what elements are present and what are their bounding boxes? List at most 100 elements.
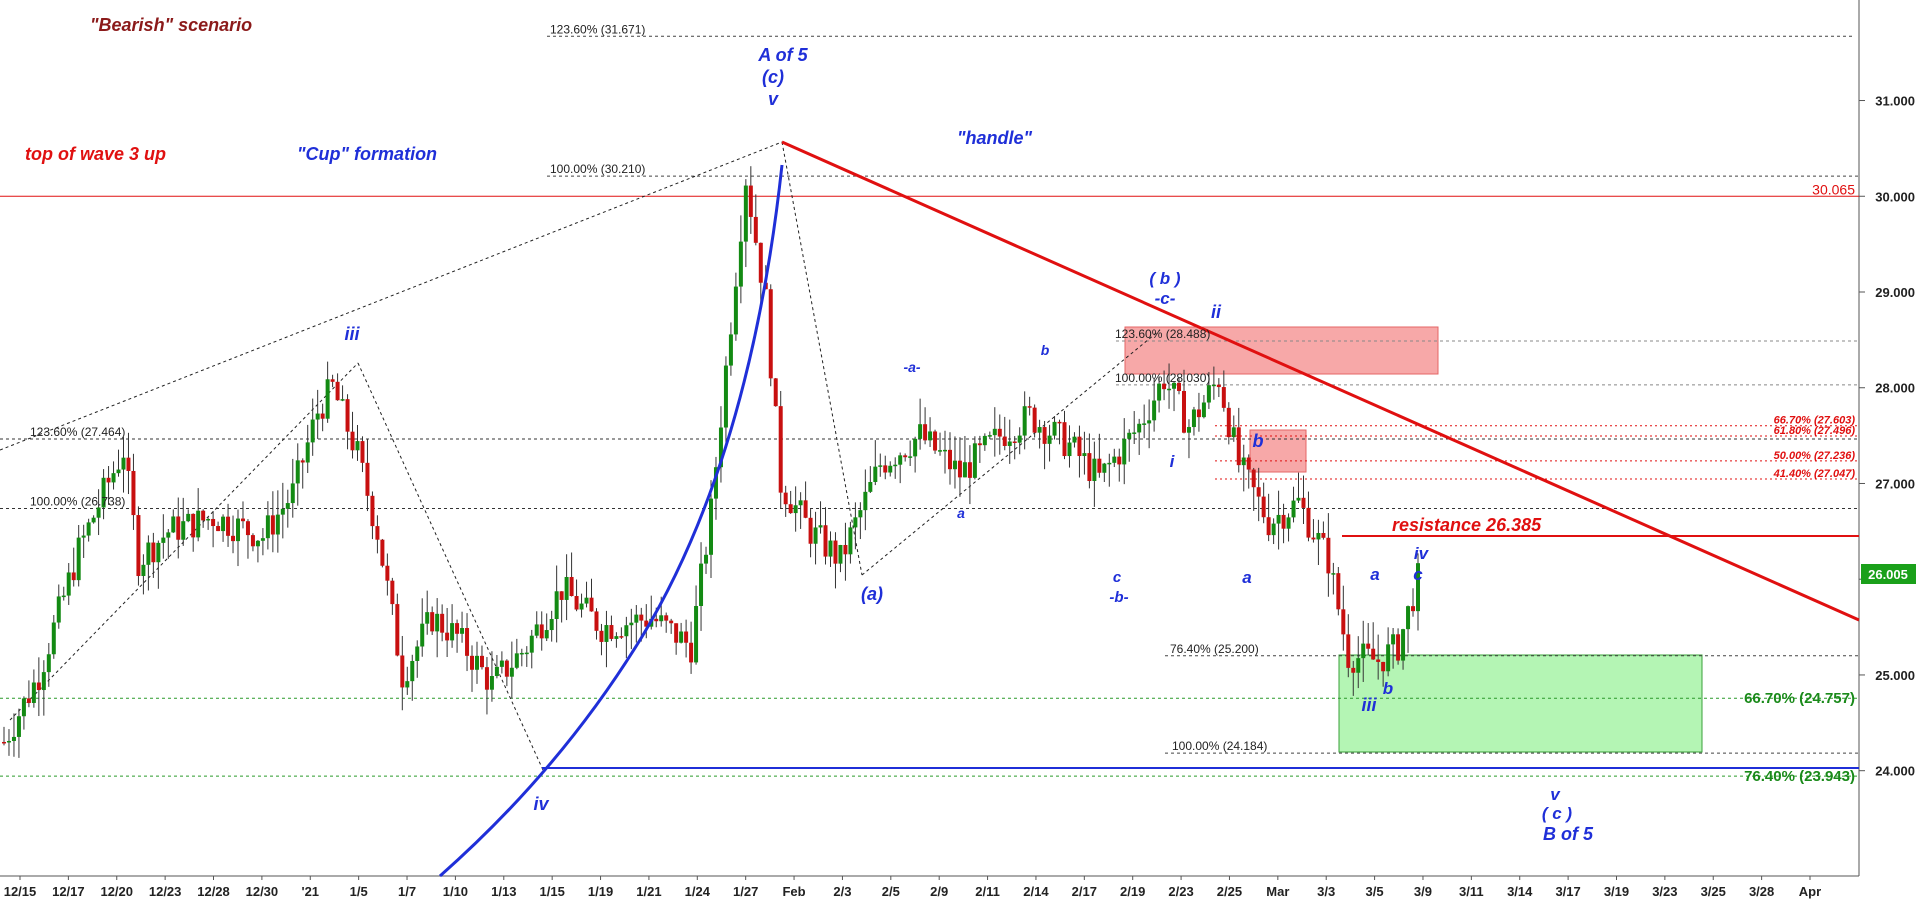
candle-body: [1396, 634, 1401, 661]
date-tick-label: 12/17: [52, 884, 85, 899]
candle-body: [1206, 385, 1211, 403]
last-price-tag: [1861, 564, 1916, 584]
candle-body: [335, 381, 340, 401]
candle-body: [435, 613, 440, 632]
candle-body: [923, 424, 928, 441]
a-of-5-line1: A of 5: [757, 45, 808, 65]
date-tick-label: 1/27: [733, 884, 758, 899]
date-tick-label: 2/11: [975, 884, 1000, 899]
wave-minus-b-label: -b-: [1109, 589, 1128, 606]
candle-body: [1201, 402, 1206, 418]
candle-body: [549, 618, 554, 631]
horizontal-levels: 30.065: [0, 35, 1859, 777]
candle-body: [1371, 648, 1376, 660]
candle-body: [226, 516, 231, 536]
candle-body: [1042, 427, 1047, 444]
candle-body: [504, 660, 509, 677]
candle-body: [196, 510, 201, 538]
wave-paren-a-label: (a): [861, 584, 883, 604]
candle-body: [957, 460, 962, 478]
candle-body: [893, 464, 898, 467]
fib-level-label: 100.00% (24.184): [1172, 739, 1267, 753]
chart-title: "Bearish" scenario: [90, 15, 252, 35]
date-tick-label: '21: [301, 884, 319, 899]
candle-body: [977, 443, 982, 446]
candle-body: [599, 630, 604, 642]
candle-body: [16, 716, 21, 737]
date-tick-label: 2/17: [1072, 884, 1097, 899]
candle-body: [733, 286, 738, 335]
candle-body: [41, 672, 46, 691]
b-of-5-line3: B of 5: [1543, 824, 1594, 844]
trend-dotted-4: [781, 141, 863, 576]
candle-body: [470, 655, 475, 670]
candle-body: [66, 572, 71, 596]
candle-body: [166, 532, 171, 538]
candle-body: [928, 431, 933, 441]
fib-labels: 66.70% (27.603)61.80% (27.496) 50.00% (27…: [30, 22, 1859, 785]
candle-body: [370, 495, 375, 527]
candle-body: [888, 465, 893, 473]
candle-body: [569, 576, 574, 597]
support-target-zone: [1338, 654, 1703, 753]
candle-body: [723, 365, 728, 428]
candle-body: [410, 660, 415, 682]
date-tick-label: 2/14: [1023, 884, 1049, 899]
candle-body: [818, 525, 823, 528]
resistance-label: resistance 26.385: [1392, 515, 1542, 535]
date-tick-label: 2/9: [930, 884, 948, 899]
candle-body: [380, 539, 385, 566]
price-tick-label: 28.000: [1875, 381, 1915, 396]
candle-body: [1191, 409, 1196, 428]
candle-body: [1416, 563, 1420, 612]
price-candles: [2, 166, 1420, 758]
candle-body: [1167, 388, 1172, 391]
candle-body: [768, 289, 773, 379]
candle-body: [694, 605, 699, 663]
trend-dotted-2: [9, 362, 359, 721]
candle-body: [918, 424, 923, 439]
candle-body: [823, 525, 828, 557]
candle-body: [639, 614, 644, 621]
candle-body: [450, 623, 455, 641]
candle-body: [1032, 407, 1037, 433]
candle-body: [1336, 573, 1341, 610]
candle-body: [1102, 463, 1107, 473]
candle-body: [858, 510, 863, 518]
wave-i-label: i: [1170, 452, 1176, 471]
fib-projection-lines: [0, 141, 1161, 771]
candle-body: [275, 514, 280, 535]
candle-body: [151, 542, 156, 563]
candle-body: [1391, 634, 1396, 645]
candle-body: [773, 378, 778, 407]
candle-body: [972, 443, 977, 478]
candle-body: [529, 635, 534, 653]
price-tick-label: 24.000: [1875, 764, 1915, 779]
date-tick-label: 1/19: [588, 884, 613, 899]
candle-body: [728, 334, 733, 366]
candle-body: [1157, 383, 1162, 401]
candle-body: [445, 632, 450, 641]
date-tick-label: 12/23: [149, 884, 182, 899]
b-of-5-line2: ( c ): [1542, 804, 1573, 823]
date-tick-label: 2/25: [1217, 884, 1242, 899]
candle-body: [216, 526, 221, 532]
candle-body: [116, 469, 121, 474]
candle-body: [713, 467, 718, 499]
candle-body: [161, 537, 166, 543]
candle-body: [340, 399, 345, 401]
candle-body: [793, 505, 798, 514]
candle-body: [1172, 382, 1177, 389]
candle-body: [1162, 383, 1167, 390]
date-tick-label: Apr: [1799, 884, 1821, 899]
candle-body: [509, 667, 514, 677]
candle-body: [1261, 496, 1266, 518]
candle-body: [390, 580, 395, 605]
candle-body: [679, 631, 684, 643]
candle-body: [1281, 514, 1286, 529]
wave-iii-mar-label: iii: [1361, 695, 1377, 715]
candle-body: [455, 623, 460, 634]
candle-body: [111, 473, 116, 483]
candle-body: [71, 572, 76, 581]
candle-body: [1147, 420, 1152, 424]
